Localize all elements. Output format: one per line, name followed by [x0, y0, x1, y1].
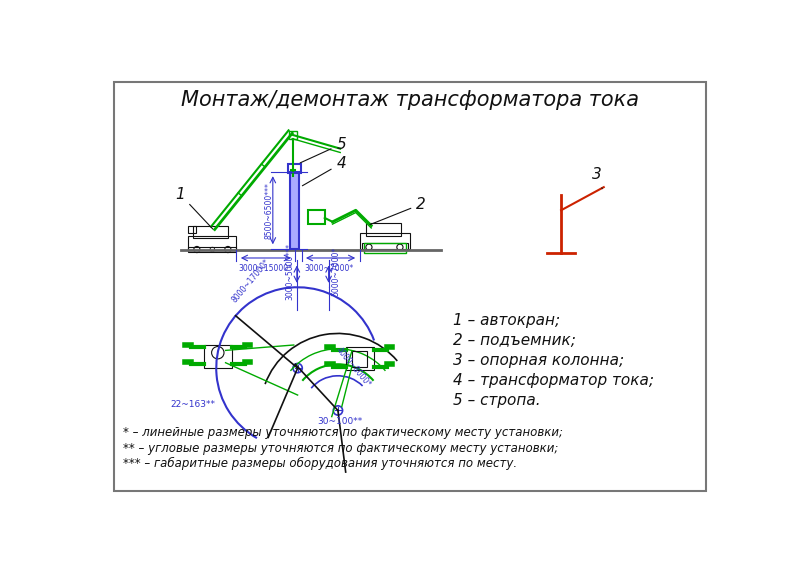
Bar — [187, 236, 236, 250]
Text: 3 – опорная колонна;: 3 – опорная колонна; — [453, 353, 624, 368]
Text: 1: 1 — [175, 186, 213, 229]
Text: 8000~17000*: 8000~17000* — [230, 258, 272, 305]
Bar — [363, 244, 406, 253]
Text: 22~163**: 22~163** — [170, 399, 215, 408]
Text: 5: 5 — [300, 137, 346, 163]
Bar — [290, 172, 299, 249]
Text: 2 – подъемник;: 2 – подъемник; — [453, 333, 575, 348]
Bar — [289, 131, 297, 138]
Text: 4 – трансформатор тока;: 4 – трансформатор тока; — [453, 373, 654, 388]
Text: 8500~6500***: 8500~6500*** — [265, 182, 274, 238]
Bar — [308, 210, 325, 224]
Bar — [193, 225, 228, 238]
Text: 1 – автокран;: 1 – автокран; — [453, 313, 560, 328]
Bar — [366, 223, 401, 236]
Text: 3000~7000*: 3000~7000* — [305, 264, 354, 273]
Text: 5 – стропа.: 5 – стропа. — [453, 393, 540, 408]
Text: 3: 3 — [592, 167, 602, 189]
Text: 30~100**: 30~100** — [318, 416, 363, 425]
Text: 4: 4 — [302, 156, 346, 186]
Text: *** – габаритные размеры оборудования уточняются по месту.: *** – габаритные размеры оборудования ут… — [123, 457, 518, 470]
Text: 3000~5000***: 3000~5000*** — [286, 242, 294, 299]
Bar — [288, 164, 301, 173]
Text: ** – угловые размеры уточняются по фактическому месту установки;: ** – угловые размеры уточняются по факти… — [123, 442, 558, 455]
Text: 5000~7000*: 5000~7000* — [331, 246, 340, 295]
Bar — [204, 345, 232, 368]
Text: 4000~8000*: 4000~8000* — [334, 346, 373, 389]
Text: * – линейные размеры уточняются по фактическому месту установки;: * – линейные размеры уточняются по факти… — [123, 426, 563, 439]
Text: Монтаж/демонтаж трансформатора тока: Монтаж/демонтаж трансформатора тока — [181, 90, 639, 110]
Bar — [187, 247, 236, 252]
Bar — [188, 225, 196, 233]
Text: 3000~15000*: 3000~15000* — [239, 264, 293, 273]
Text: 2: 2 — [370, 197, 426, 225]
Bar — [362, 244, 408, 250]
Bar — [352, 351, 367, 367]
Bar — [346, 347, 374, 371]
Bar — [360, 233, 410, 249]
